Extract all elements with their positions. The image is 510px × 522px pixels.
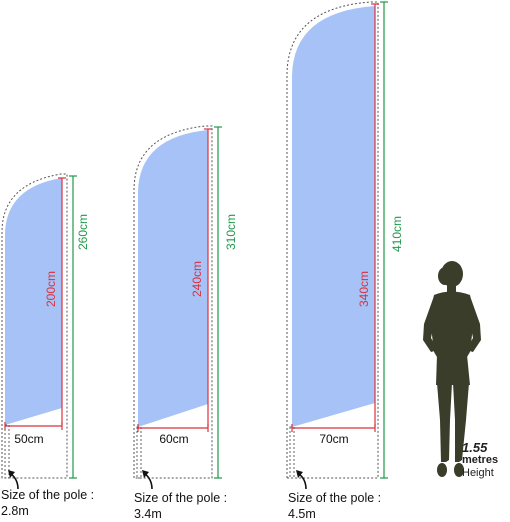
human-silhouette-icon [423,261,481,477]
flag-large-pole [289,426,295,479]
pole-caption-large: Size of the pole : 4.5m [288,490,381,522]
flag-small-outline [1,173,68,479]
pole-caption-medium-line1: Size of the pole : [134,491,228,505]
flag-small-pole [4,424,10,479]
human-height-value: 1.55 [462,440,488,455]
flag-large-fabric [292,6,375,427]
pole-caption-medium: Size of the pole : 3.4m [134,490,227,522]
flag-medium-width-label: 60cm [159,432,188,446]
flag-large: 340cm 410cm 70cm [286,1,404,490]
pole-caption-large-line2: 4.5m [288,507,316,521]
human-height-label: Height [462,467,494,479]
human-height-caption: 1.55 metres Height [462,441,510,480]
flag-large-total-label: 410cm [390,216,404,252]
flag-medium-pole [136,426,142,479]
pole-caption-small: Size of the pole : 2.8m [1,487,94,519]
flag-medium-total-label: 310cm [224,214,238,250]
flag-small-fabric [5,178,62,425]
pole-caption-small-line2: 2.8m [1,504,29,518]
flag-medium-fabric [138,130,208,427]
pole-caption-medium-line2: 3.4m [134,507,162,521]
flag-medium-outline [133,125,213,479]
pole-caption-large-line1: Size of the pole : [288,491,382,505]
flag-large-outline [286,1,379,479]
pole-caption-small-line1: Size of the pole : [1,488,95,502]
flag-small-total-label: 260cm [76,214,90,250]
flag-medium-height-label: 240cm [190,261,204,297]
human-height-unit: metres [462,454,499,466]
flag-small-width-label: 50cm [14,432,43,446]
flag-medium: 240cm 310cm 60cm [133,125,238,490]
flag-small: 200cm 260cm 50cm [1,173,90,490]
flag-small-height-label: 200cm [44,271,58,307]
flag-large-height-label: 340cm [357,271,371,307]
flag-large-width-label: 70cm [319,432,348,446]
